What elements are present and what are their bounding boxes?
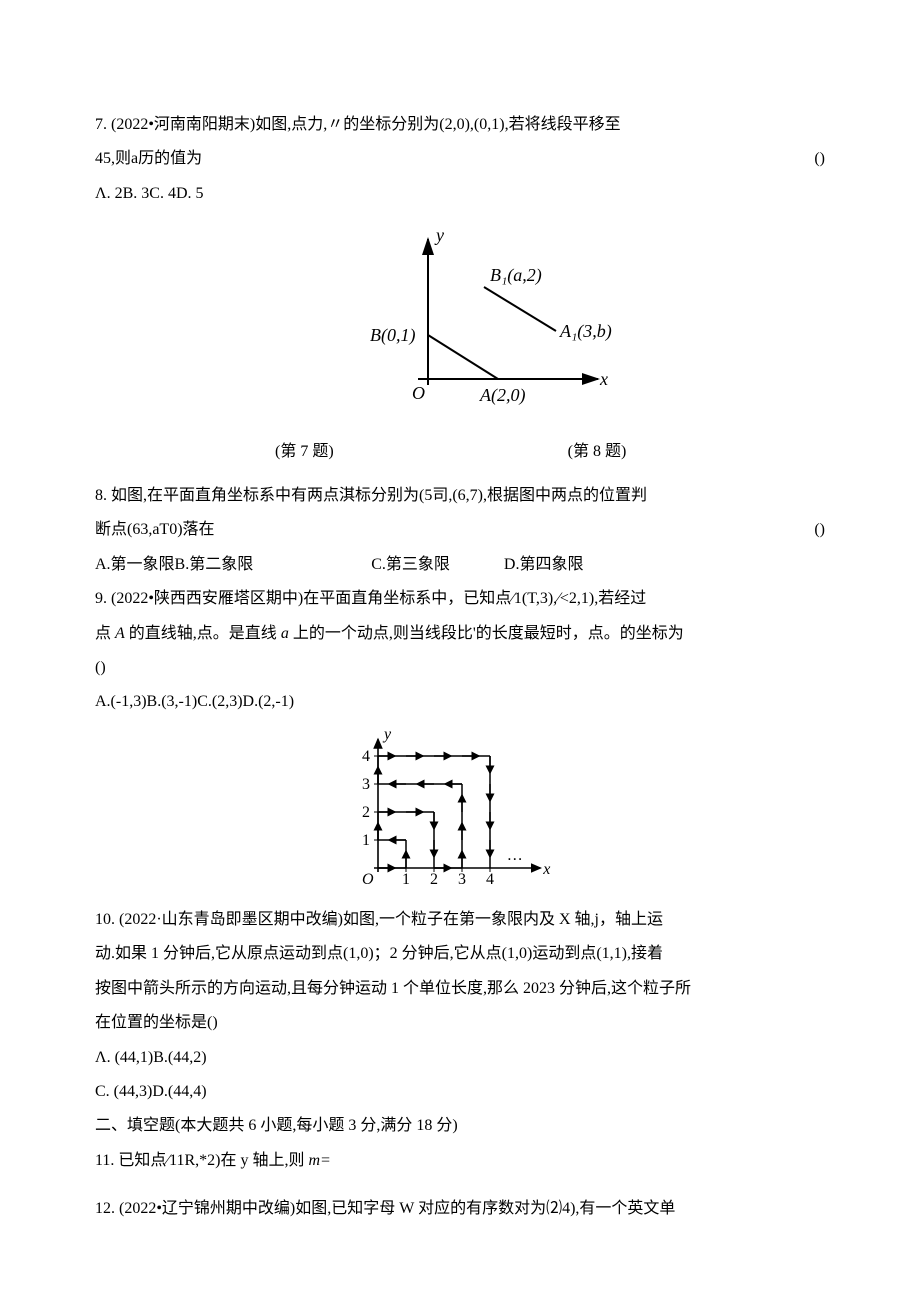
q8-line2: 断点(63,aT0)落在 () (95, 515, 825, 545)
spacer (95, 1180, 825, 1194)
svg-text:…: … (507, 847, 523, 864)
section-2-heading: 二、填空题(本大题共 6 小题,每小题 3 分,满分 18 分) (95, 1111, 825, 1141)
caption-8: (第 8 题) (568, 437, 627, 467)
q10-line3: 按图中箭头所示的方向运动,且每分钟运动 1 个单位长度,那么 2023 分钟后,… (95, 974, 825, 1004)
svg-text:B₁(a,2): B₁(a,2) (490, 265, 542, 286)
figure-7: y x O B(0,1) A(2,0) B₁(a,2) A₁(3,b) (95, 219, 825, 430)
q10-optsC: C. (44,3)D.(44,4) (95, 1077, 825, 1107)
caption-row: (第 7 题) (第 8 题) (95, 437, 825, 467)
svg-text:A₁(3,b): A₁(3,b) (559, 321, 612, 342)
q9-line3: () (95, 653, 825, 683)
svg-text:4: 4 (362, 748, 370, 765)
q11-it: m= (309, 1152, 331, 1169)
svg-text:y: y (434, 225, 444, 245)
q11-line: 11. 已知点∕11R,*2)在 y 轴上,则 m= (95, 1146, 825, 1176)
figure-10: 1 2 3 4 1 2 3 4 O … x y (95, 728, 825, 899)
svg-text:4: 4 (486, 871, 494, 888)
figure-10-svg-wrap: 1 2 3 4 1 2 3 4 O … x y (340, 728, 580, 899)
q10-line1: 10. (2022·山东青岛即墨区期中改编)如图,一个粒子在第一象限内及 X 轴… (95, 905, 825, 935)
svg-text:x: x (542, 861, 550, 878)
q9-l2b: 的直线轴,点。是直线 (129, 625, 277, 642)
figure-10-svg: 1 2 3 4 1 2 3 4 O … x y (340, 728, 580, 888)
svg-text:O: O (412, 383, 425, 403)
q7-options: Λ. 2B. 3C. 4D. 5 (95, 179, 825, 209)
q9-line2: 点 A 的直线轴,点。是直线 a 上的一个动点,则当线段比'的长度最短时，点。的… (95, 619, 825, 649)
svg-text:B(0,1): B(0,1) (370, 325, 415, 346)
q10-optsA: Λ. (44,1)B.(44,2) (95, 1043, 825, 1073)
figure-7-svg: y x O B(0,1) A(2,0) B₁(a,2) A₁(3,b) (300, 219, 620, 419)
q10-line4: 在位置的坐标是() (95, 1008, 825, 1038)
q7-paren: () (814, 144, 825, 174)
svg-text:2: 2 (362, 804, 370, 821)
svg-text:1: 1 (402, 871, 410, 888)
q7-line1: 7. (2022•河南南阳期末)如图,点力,〃的坐标分别为(2,0),(0,1)… (95, 110, 825, 140)
q9-line1: 9. (2022•陕西西安雁塔区期中)在平面直角坐标系中，已知点∕1(T,3),… (95, 584, 825, 614)
q8-paren: () (814, 515, 825, 545)
q11-a: 11. 已知点∕11R,*2)在 y 轴上,则 (95, 1152, 309, 1169)
q8-line2-text: 断点(63,aT0)落在 (95, 521, 215, 538)
q7-line2: 45,则a历的值为 () (95, 144, 825, 174)
q7-line2-text: 45,则a历的值为 (95, 150, 202, 167)
q8-options: A.第一象限B.第二象限 C.第三象限 D.第四象限 (95, 550, 825, 580)
svg-text:y: y (382, 728, 392, 743)
q9-l2c: 上的一个动点,则当线段比'的长度最短时，点。的坐标为 (293, 625, 684, 642)
figure-7-svg-wrap: y x O B(0,1) A(2,0) B₁(a,2) A₁(3,b) (300, 219, 620, 430)
q8-optC: C.第三象限 (371, 556, 450, 573)
q12-line: 12. (2022•辽宁锦州期中改编)如图,已知字母 W 对应的有序数对为⑵4)… (95, 1194, 825, 1224)
svg-text:x: x (599, 369, 608, 389)
q8-line1: 8. 如图,在平面直角坐标系中有两点淇标分别为(5司,(6,7),根据图中两点的… (95, 481, 825, 511)
q9-options: A.(-1,3)B.(3,-1)C.(2,3)D.(2,-1) (95, 687, 825, 717)
svg-text:O: O (362, 871, 374, 888)
q9-it-a: a (281, 625, 289, 642)
svg-text:3: 3 (458, 871, 466, 888)
svg-text:A(2,0): A(2,0) (479, 385, 525, 406)
q9-it-A: A (115, 625, 125, 642)
caption-7: (第 7 题) (275, 437, 334, 467)
q8-optA: A.第一象限B.第二象限 (95, 556, 253, 573)
q8-optD: D.第四象限 (504, 556, 584, 573)
svg-text:3: 3 (362, 776, 370, 793)
svg-text:2: 2 (430, 871, 438, 888)
q10-line2: 动.如果 1 分钟后,它从原点运动到点(1,0)；2 分钟后,它从点(1,0)运… (95, 939, 825, 969)
svg-text:1: 1 (362, 832, 370, 849)
q9-l2a: 点 (95, 625, 111, 642)
